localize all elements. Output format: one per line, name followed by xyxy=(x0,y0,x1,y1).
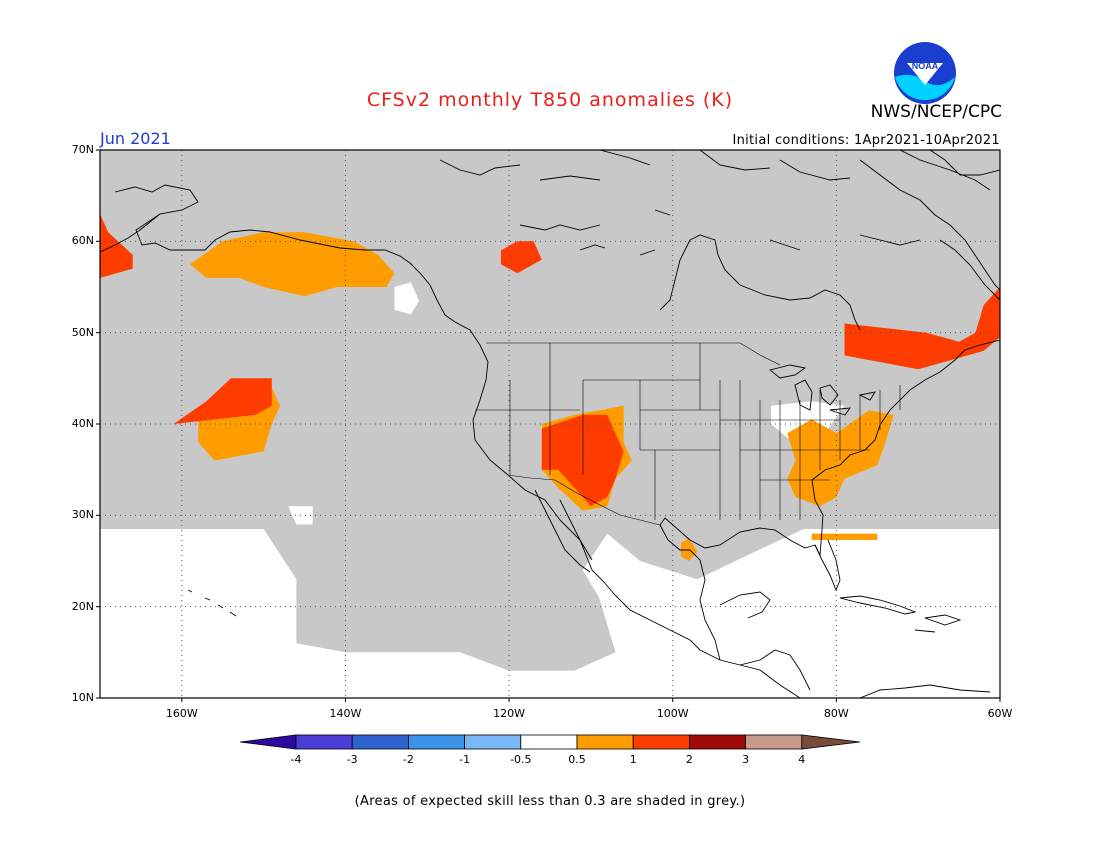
lon-label: 60W xyxy=(987,707,1013,720)
colorbar-label: 3 xyxy=(742,753,750,766)
anomaly-region-southwest-hot xyxy=(541,414,624,507)
lat-label: 10N xyxy=(71,691,94,704)
anomaly-region-florida-band xyxy=(811,533,878,540)
anomaly-region-southeast-warm xyxy=(787,410,894,507)
lon-label: 80W xyxy=(823,707,849,720)
colorbar-label: -1 xyxy=(459,753,471,766)
colorbar-swatch xyxy=(520,734,578,750)
state-and-country-borders xyxy=(475,342,901,541)
lon-label: 160W xyxy=(165,707,198,720)
colorbar-label: -3 xyxy=(346,753,358,766)
lon-label: 140W xyxy=(329,707,362,720)
anomaly-region-bering-west xyxy=(100,213,133,278)
coastlines-and-borders xyxy=(100,150,1000,698)
colorbar-label: -0.5 xyxy=(510,753,532,766)
lat-label: 20N xyxy=(71,599,94,613)
lat-label: 30N xyxy=(71,508,94,522)
lat-label: 60N xyxy=(71,234,94,248)
skill-footnote: (Areas of expected skill less than 0.3 a… xyxy=(354,794,746,809)
lat-label: 50N xyxy=(71,325,94,339)
colorbar-arrow-low xyxy=(239,734,297,750)
colorbar-label: -2 xyxy=(402,753,414,766)
lon-label: 120W xyxy=(493,707,526,720)
colorbar-swatch xyxy=(295,734,353,750)
colorbar-swatch xyxy=(689,734,747,750)
colorbar-swatch xyxy=(351,734,409,750)
colorbar-swatch xyxy=(464,734,522,750)
anomaly-region-hudson-bay-west xyxy=(500,241,542,274)
noaa-logo: NOAA xyxy=(894,42,956,104)
lat-label: 70N xyxy=(71,143,94,156)
lon-label: 100W xyxy=(656,707,689,720)
colorbar-arrow-high xyxy=(801,734,861,750)
colorbar-swatch xyxy=(745,734,803,750)
colorbar-label: 2 xyxy=(685,753,693,766)
anomaly-shading-layer xyxy=(100,213,1000,561)
anomaly-region-quebec-hot xyxy=(844,287,1000,370)
agency-label: NWS/NCEP/CPC xyxy=(870,102,1002,122)
logo-text: NOAA xyxy=(912,61,939,71)
axis-ticks xyxy=(96,149,1001,702)
colorbar-swatch xyxy=(576,734,634,750)
colorbar-swatch xyxy=(632,734,690,750)
map-title: CFSv2 monthly T850 anomalies (K) xyxy=(366,89,734,111)
neutral-region-tropics-south xyxy=(100,529,1000,698)
colorbar-label: 4 xyxy=(798,753,806,766)
colorbar-label: -4 xyxy=(290,753,302,766)
initial-conditions: Initial conditions: 1Apr2021-10Apr2021 xyxy=(732,133,1000,148)
colorbar-swatch xyxy=(407,734,465,750)
colorbar xyxy=(239,734,861,750)
colorbar-label: 0.5 xyxy=(568,753,586,766)
lat-label: 40N xyxy=(71,417,94,430)
colorbar-label: 1 xyxy=(629,753,637,766)
anomaly-region-central-pacific-hot xyxy=(173,378,272,424)
forecast-month: Jun 2021 xyxy=(100,129,171,148)
neutral-region-bc-coast xyxy=(394,282,420,315)
graticule xyxy=(100,150,1000,698)
